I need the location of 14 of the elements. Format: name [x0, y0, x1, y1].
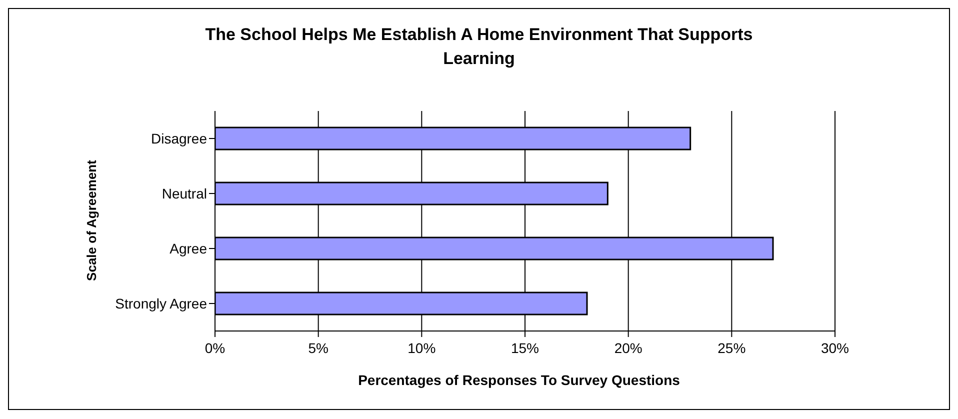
x-tick-label: 20%: [614, 340, 642, 356]
x-axis-title: Percentages of Responses To Survey Questions: [357, 372, 681, 388]
x-tick-label: 15%: [510, 340, 540, 356]
y-tick-label: Agree: [170, 240, 208, 256]
y-axis-title: Scale of Agreement: [84, 160, 98, 280]
y-tick-label: Strongly Agree: [115, 295, 208, 312]
x-tick-label: 10%: [408, 340, 436, 356]
y-tick-label: Neutral: [162, 185, 207, 202]
chart-title: The School Helps Me Establish A Home Environment That Supports Learning: [204, 24, 754, 70]
y-tick-label: Disagree: [150, 130, 208, 146]
x-tick-label: 25%: [718, 340, 746, 356]
x-tick-label: 0%: [204, 340, 226, 356]
x-tick-label: 5%: [308, 340, 328, 356]
x-tick-label: 30%: [820, 340, 850, 356]
